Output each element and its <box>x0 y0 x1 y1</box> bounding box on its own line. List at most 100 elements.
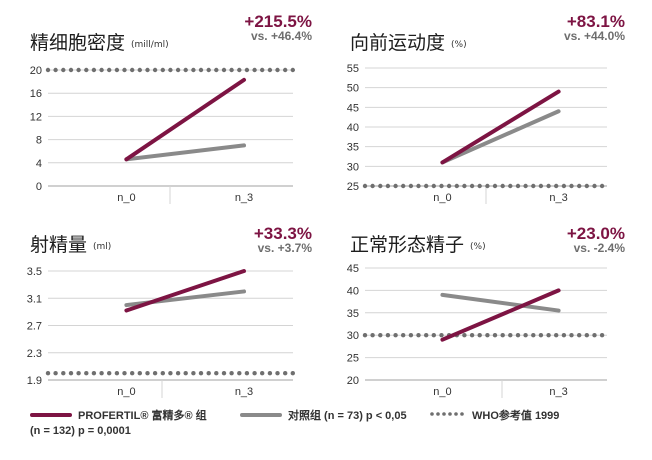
who-reference-dot <box>152 370 158 376</box>
who-reference-dot <box>508 333 513 338</box>
chart-panel-normal-morphology: 正常形态精子 (%) +23.0% vs. -2.4% <box>340 224 625 408</box>
chart-panel-sperm-density: 精细胞密度 (mill/ml) +215.5% vs. +46.4% <box>0 12 312 206</box>
panel-vs-percent: vs. +3.7% <box>257 241 312 255</box>
who-reference-dot <box>267 67 273 73</box>
who-reference-dot <box>462 183 467 189</box>
y-tick-label: 20 <box>30 65 42 77</box>
who-reference-dot <box>99 67 104 73</box>
who-reference-dot <box>275 370 280 376</box>
who-reference-dot <box>584 333 589 338</box>
who-reference-dot <box>175 370 181 376</box>
who-reference-dot <box>76 67 81 73</box>
who-reference-dot <box>561 183 567 189</box>
who-reference-dot <box>531 333 536 338</box>
who-reference-dot <box>454 183 459 189</box>
who-reference-dot <box>416 183 421 189</box>
who-reference-dot <box>492 333 498 338</box>
who-reference-dot <box>237 370 242 376</box>
who-reference-dot <box>401 333 406 338</box>
control-series-line <box>440 109 561 165</box>
who-reference-dot <box>546 333 551 338</box>
who-reference-dot <box>53 67 58 73</box>
legend-swatch-who <box>430 412 464 416</box>
who-reference-dot <box>424 333 429 338</box>
panel-title: 射精量 (ml) <box>30 230 111 257</box>
who-reference-dot <box>183 67 188 73</box>
who-reference-dot <box>221 67 227 73</box>
who-reference-dot <box>538 333 544 338</box>
who-reference-dot <box>244 370 250 376</box>
who-reference-dot <box>290 67 295 73</box>
who-reference-dot <box>485 183 490 189</box>
who-reference-dot <box>206 67 211 73</box>
who-reference-dot <box>439 333 444 338</box>
who-reference-dot <box>267 370 273 376</box>
who-reference-dot <box>275 67 280 73</box>
legend-sub-profertil: (n = 132) p = 0,0001 <box>30 425 131 437</box>
who-reference-dot <box>221 370 227 376</box>
y-tick-label: 50 <box>347 83 359 95</box>
who-reference-dot <box>584 183 589 189</box>
who-reference-dot <box>492 183 498 189</box>
y-tick-label: 16 <box>30 88 42 100</box>
who-reference-dot <box>191 370 196 376</box>
who-reference-dot <box>252 67 257 73</box>
who-reference-dot <box>237 67 242 73</box>
who-reference-dot <box>137 67 142 73</box>
panel-change-percent: +83.1% <box>566 12 625 31</box>
y-tick-label: 8 <box>36 135 42 147</box>
who-reference-dot <box>362 183 368 189</box>
legend-label-profertil: PROFERTIL® 富精多® 组 <box>78 410 207 422</box>
panel-unit: (%) <box>470 242 486 252</box>
panel-title: 精细胞密度 (mill/ml) <box>30 28 169 55</box>
who-reference-dot <box>416 333 421 338</box>
who-reference-dot <box>99 370 104 376</box>
who-reference-dot <box>130 67 135 73</box>
y-tick-label: 40 <box>347 122 359 134</box>
profertil-series-line <box>124 77 246 162</box>
who-reference-dot <box>145 370 150 376</box>
who-reference-dot <box>68 67 74 73</box>
who-reference-dot <box>183 370 188 376</box>
y-tick-label: 2.3 <box>27 348 42 360</box>
y-tick-label: 12 <box>30 111 42 123</box>
y-tick-label: 30 <box>347 330 359 342</box>
who-reference-dot <box>538 183 544 189</box>
who-reference-dot <box>431 183 436 189</box>
who-reference-dot <box>508 183 513 189</box>
who-reference-dot <box>385 183 391 189</box>
legend-label-who: WHO参考值 1999 <box>472 410 560 422</box>
panel-unit: (mill/ml) <box>131 40 169 50</box>
who-reference-dot <box>362 333 368 338</box>
who-reference-dot <box>523 333 528 338</box>
y-tick-label: 25 <box>347 353 359 365</box>
who-reference-dot <box>378 183 383 189</box>
who-reference-dot <box>260 67 265 73</box>
who-reference-dot <box>137 370 142 376</box>
who-reference-dot <box>107 370 112 376</box>
x-tick-label: n_3 <box>235 386 253 398</box>
panel-title-text: 正常形态精子 <box>350 234 465 256</box>
who-reference-dot <box>523 183 528 189</box>
who-reference-dot <box>477 333 482 338</box>
who-reference-dot <box>53 370 58 376</box>
who-reference-dot <box>260 370 265 376</box>
who-reference-dot <box>130 370 135 376</box>
who-reference-dot <box>175 67 181 73</box>
who-reference-dot <box>122 67 127 73</box>
panel-title-text: 精细胞密度 <box>30 32 126 54</box>
who-reference-dot <box>385 333 391 338</box>
y-tick-label: 1.9 <box>27 375 42 387</box>
panel-vs-percent: vs. -2.4% <box>573 241 625 255</box>
who-reference-dot <box>229 67 234 73</box>
who-reference-dot <box>370 183 375 189</box>
y-tick-label: 45 <box>347 263 359 275</box>
legend-label-control: 对照组 (n = 73) p < 0,05 <box>288 410 407 422</box>
who-reference-dot <box>554 183 559 189</box>
who-reference-dot <box>592 183 597 189</box>
x-tick-label: n_0 <box>117 192 135 204</box>
x-tick-label: n_3 <box>549 192 567 204</box>
x-tick-label: n_0 <box>117 386 135 398</box>
who-reference-dot <box>408 333 414 338</box>
panel-vs-percent: vs. +46.4% <box>250 29 312 43</box>
